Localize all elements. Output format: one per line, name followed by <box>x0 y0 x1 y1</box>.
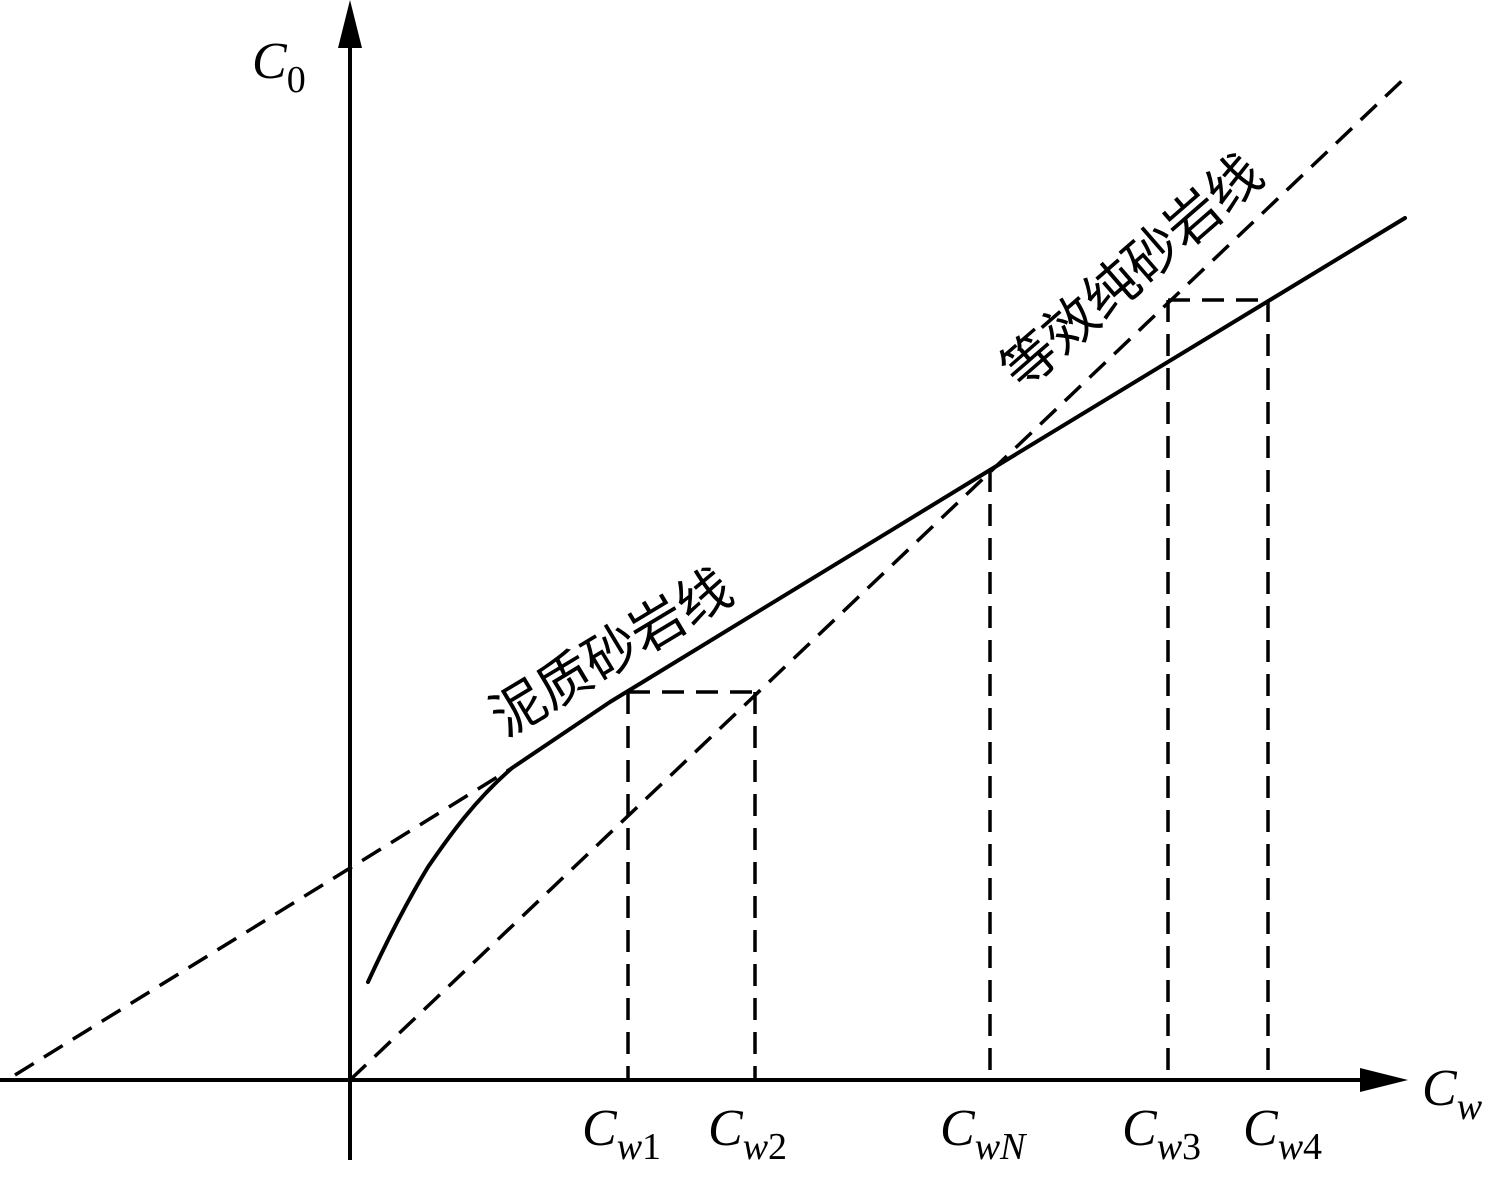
y-axis-arrow <box>338 0 362 48</box>
equivalent-clean-sand-line-label: 等效纯砂岩线 <box>989 142 1275 402</box>
tick-label-cw2: Cw2 <box>708 1100 787 1168</box>
equivalent-clean-sand-line <box>348 73 1410 1082</box>
tick-label-cwn: CwN <box>940 1100 1028 1168</box>
tick-label-cw1: Cw1 <box>582 1100 661 1168</box>
tick-label-cw3: Cw3 <box>1122 1100 1201 1168</box>
x-axis-label: Cw <box>1422 1060 1483 1128</box>
shaly-sand-line <box>366 216 1407 984</box>
shaly-sand-line-label: 泥质砂岩线 <box>479 556 743 749</box>
tick-label-cw4: Cw4 <box>1243 1100 1322 1168</box>
shaly-sand-extrapolation <box>14 766 513 1077</box>
x-axis-arrow <box>1360 1068 1408 1092</box>
y-axis-label: C0 <box>252 33 306 101</box>
